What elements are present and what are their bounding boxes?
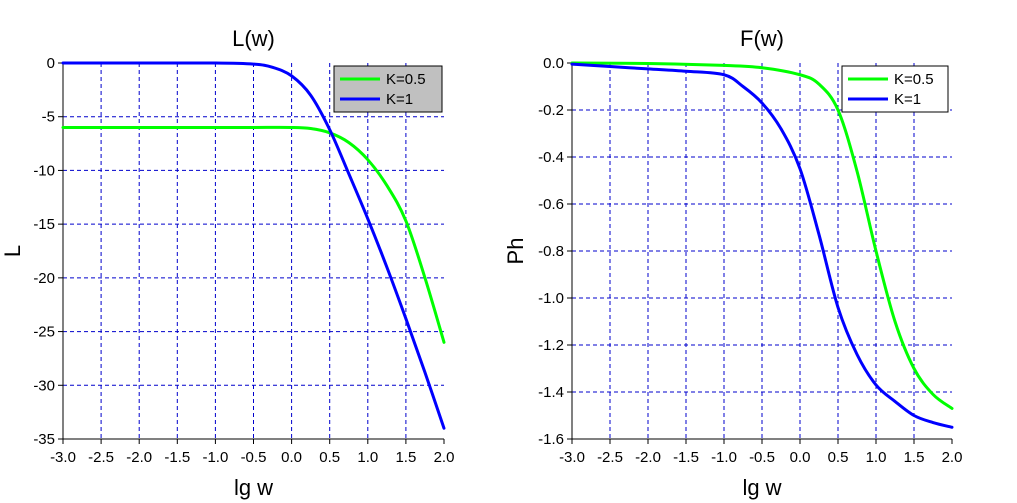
y-tick-label: -1.6 xyxy=(538,431,564,448)
x-tick-label: -2.5 xyxy=(597,449,623,466)
y-tick-label: -0.6 xyxy=(538,196,564,213)
x-tick-label: -2.5 xyxy=(88,449,114,466)
y-tick-label: -1.0 xyxy=(538,290,564,307)
x-tick-label: -1.5 xyxy=(673,449,699,466)
chart-title: F(w) xyxy=(740,26,784,51)
y-tick-label: -30 xyxy=(33,377,55,394)
y-tick-label: -10 xyxy=(33,162,55,179)
y-tick-label: -0.8 xyxy=(538,243,564,260)
x-tick-label: 0.5 xyxy=(319,449,340,466)
y-axis-label: L xyxy=(0,245,25,257)
y-tick-label: -0.2 xyxy=(538,102,564,119)
y-tick-label: -0.4 xyxy=(538,149,564,166)
y-tick-label: -20 xyxy=(33,270,55,287)
y-tick-label: -25 xyxy=(33,324,55,341)
y-tick-label: -15 xyxy=(33,216,55,233)
x-tick-label: 2.0 xyxy=(434,449,455,466)
legend-box xyxy=(841,65,949,113)
legend: K=0.5 K=1 xyxy=(841,65,949,113)
x-tick-label: -3.0 xyxy=(50,449,76,466)
x-axis-label: lg w xyxy=(234,475,273,500)
legend-entry: K=0.5 xyxy=(386,71,426,88)
x-tick-label: -1.0 xyxy=(711,449,737,466)
y-tick-label: -1.4 xyxy=(538,384,564,401)
x-tick-label: 1.0 xyxy=(866,449,887,466)
x-tick-label: 1.5 xyxy=(395,449,416,466)
legend-box xyxy=(333,65,443,113)
y-tick-label: 0 xyxy=(47,55,55,72)
series-line xyxy=(61,61,446,430)
x-tick-label: -1.0 xyxy=(202,449,228,466)
chart-f-w: F(w) lg w Ph -3.0 -2.5 -2.0 -1.5 -1.0 -0.5 0.0… xyxy=(503,26,962,500)
legend-entry: K=1 xyxy=(894,91,921,108)
x-tick-label: -1.5 xyxy=(164,449,190,466)
x-tick-label: 2.0 xyxy=(942,449,963,466)
x-tick-label: -0.5 xyxy=(749,449,775,466)
plot-area: -3.0 -2.5 -2.0 -1.5 -1.0 -0.5 0.0 0.5 1.0 1.5 2.0 0… xyxy=(538,55,962,466)
y-tick-label: -35 xyxy=(33,431,55,448)
plot-area: -3.0 -2.5 -2.0 -1.5 -1.0 -0.5 0.0 0.5 1.0 1.5 2.0 0… xyxy=(33,55,454,466)
legend-entry: K=0.5 xyxy=(894,71,934,88)
y-tick-label: -5 xyxy=(42,109,55,126)
x-tick-label: 0.5 xyxy=(828,449,849,466)
legend-entry: K=1 xyxy=(386,91,413,108)
x-axis-label: lg w xyxy=(742,475,781,500)
x-tick-label: 1.0 xyxy=(357,449,378,466)
y-tick-label: -1.2 xyxy=(538,337,564,354)
x-tick-label: -0.5 xyxy=(241,449,267,466)
series-line xyxy=(570,61,954,410)
x-tick-label: 1.5 xyxy=(904,449,925,466)
series-line xyxy=(570,62,954,429)
chart-title: L(w) xyxy=(232,26,275,51)
x-tick-label: 0.0 xyxy=(281,449,302,466)
y-axis-label: Ph xyxy=(503,238,528,265)
x-tick-label: -3.0 xyxy=(559,449,585,466)
x-tick-label: 0.0 xyxy=(790,449,811,466)
x-tick-label: -2.0 xyxy=(126,449,152,466)
legend: K=0.5 K=1 xyxy=(333,65,443,113)
y-tick-label: 0.0 xyxy=(543,55,564,72)
x-tick-label: -2.0 xyxy=(635,449,661,466)
chart-l-w: L(w) lg w L -3.0 -2.5 -2.0 -1.5 -1.0 -0.5 0.0 0… xyxy=(0,26,454,500)
